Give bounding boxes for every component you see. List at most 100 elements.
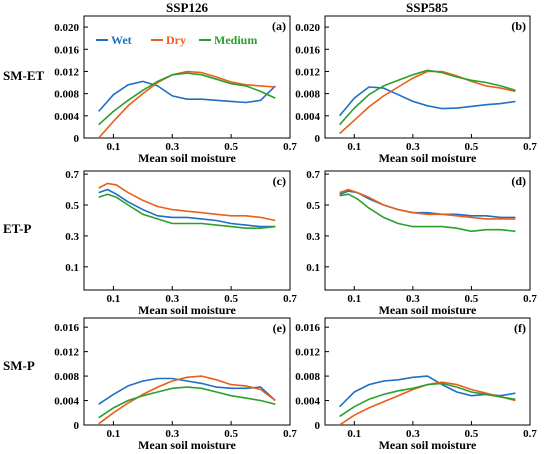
y-tick-label: 0.012 bbox=[54, 347, 79, 359]
y-tick-label: 0.008 bbox=[54, 89, 79, 101]
series-line-medium bbox=[339, 382, 516, 418]
y-tick-label: 0.008 bbox=[54, 371, 79, 383]
plot-frame bbox=[83, 170, 291, 291]
series-line-dry bbox=[98, 375, 276, 425]
y-tick-label: 0 bbox=[315, 420, 321, 432]
y-tick-label: 0.016 bbox=[295, 44, 320, 56]
y-tick-label: 0.012 bbox=[54, 66, 79, 78]
y-tick-label: 0.004 bbox=[295, 396, 320, 408]
x-tick-label: 0.7 bbox=[283, 293, 297, 305]
panel-label: (c) bbox=[273, 174, 286, 188]
y-tick-label: 0.004 bbox=[54, 396, 79, 408]
legend-label-medium: Medium bbox=[214, 33, 257, 47]
series-line-dry bbox=[339, 188, 516, 220]
series-line-wet bbox=[98, 80, 276, 112]
x-tick-label: 0.1 bbox=[107, 293, 121, 305]
series-line-medium bbox=[98, 72, 276, 126]
plot-frame bbox=[324, 15, 531, 139]
x-axis-label: Mean soil moisture bbox=[379, 151, 477, 165]
x-axis-label: Mean soil moisture bbox=[379, 303, 477, 317]
series-line-dry bbox=[98, 70, 276, 138]
x-tick-label: 0.3 bbox=[165, 428, 179, 440]
x-axis-label: Mean soil moisture bbox=[138, 151, 236, 165]
y-tick-label: 0.016 bbox=[295, 322, 320, 334]
series-line-dry bbox=[339, 381, 516, 425]
x-tick-label: 0.1 bbox=[107, 428, 121, 440]
series-line-wet bbox=[98, 377, 276, 405]
y-tick-label: 0.1 bbox=[65, 262, 79, 274]
panel-d: 0.1 0.3 0.5 0.7 Mean soil moisture 0.1 0.3 0.5 0… bbox=[306, 169, 537, 317]
x-tick-label: 0.7 bbox=[283, 428, 297, 440]
y-tick-label: 0.3 bbox=[306, 231, 320, 243]
y-tick-label: 0.016 bbox=[54, 44, 79, 56]
series-line-wet bbox=[339, 190, 516, 219]
y-tick-label: 0 bbox=[74, 133, 80, 145]
series-line-wet bbox=[338, 86, 516, 117]
x-tick-label: 0.3 bbox=[406, 293, 420, 305]
y-tick-label: 0 bbox=[74, 420, 80, 432]
x-tick-label: 0.5 bbox=[465, 141, 479, 153]
row-label-sm-et: SM-ET bbox=[3, 68, 45, 83]
x-tick-label: 0.7 bbox=[523, 293, 537, 305]
x-tick-label: 0.5 bbox=[465, 428, 479, 440]
x-axis-label: Mean soil moisture bbox=[138, 438, 236, 452]
x-tick-label: 0.3 bbox=[406, 141, 420, 153]
y-tick-label: 0.004 bbox=[295, 111, 320, 123]
x-tick-label: 0.1 bbox=[347, 428, 361, 440]
series-line-dry bbox=[339, 70, 516, 135]
y-tick-label: 0.012 bbox=[295, 66, 320, 78]
y-tick-label: 0.7 bbox=[306, 169, 320, 181]
y-tick-label: 0.020 bbox=[295, 22, 320, 34]
plot-frame bbox=[324, 317, 531, 426]
y-tick-label: 0.008 bbox=[295, 371, 320, 383]
y-tick-label: 0.5 bbox=[65, 200, 79, 212]
y-tick-label: 0 bbox=[315, 133, 321, 145]
x-tick-label: 0.5 bbox=[224, 428, 238, 440]
panel-e: 0.1 0.3 0.5 0.7 Mean soil moisture 0 0.004 0.00… bbox=[54, 317, 297, 452]
panel-f: 0.1 0.3 0.5 0.7 Mean soil moisture 0 0.004 0.00… bbox=[295, 317, 537, 452]
legend-label-wet: Wet bbox=[111, 33, 132, 47]
series-line-dry bbox=[98, 182, 276, 222]
x-tick-label: 0.1 bbox=[347, 293, 361, 305]
legend: Wet Dry Medium bbox=[96, 33, 257, 47]
y-tick-label: 0.5 bbox=[306, 200, 320, 212]
panel-c: 0.1 0.3 0.5 0.7 Mean soil moisture 0.1 0.3 0.5 0… bbox=[65, 169, 297, 317]
y-tick-label: 0.7 bbox=[65, 169, 79, 181]
series-line-medium bbox=[98, 193, 276, 229]
y-tick-label: 0.008 bbox=[295, 89, 320, 101]
panel-b: 0.1 0.3 0.5 0.7 Mean soil moisture 0 0.004 0.00… bbox=[295, 15, 537, 165]
plot-frame bbox=[83, 317, 291, 426]
panel-label: (a) bbox=[272, 19, 286, 33]
panel-label: (b) bbox=[511, 19, 526, 33]
x-tick-label: 0.7 bbox=[283, 141, 297, 153]
panel-label: (e) bbox=[273, 321, 286, 335]
plot-frame bbox=[83, 15, 291, 139]
x-tick-label: 0.3 bbox=[165, 141, 179, 153]
row-label-sm-p: SM-P bbox=[3, 358, 35, 373]
x-tick-label: 0.7 bbox=[523, 428, 537, 440]
panel-label: (f) bbox=[514, 321, 526, 335]
y-tick-label: 0.016 bbox=[54, 322, 79, 334]
x-tick-label: 0.1 bbox=[107, 141, 121, 153]
x-tick-label: 0.1 bbox=[347, 141, 361, 153]
x-axis-label: Mean soil moisture bbox=[379, 438, 477, 452]
series-line-wet bbox=[339, 375, 516, 408]
plot-frame bbox=[324, 170, 531, 291]
series-line-medium bbox=[339, 69, 516, 126]
x-axis-label: Mean soil moisture bbox=[138, 303, 236, 317]
x-tick-label: 0.5 bbox=[465, 293, 479, 305]
series-line-medium bbox=[339, 193, 516, 233]
x-tick-label: 0.3 bbox=[165, 293, 179, 305]
panel-a: 0.1 0.3 0.5 0.7 Mean soil moisture 0 0.004 0.00… bbox=[54, 15, 297, 165]
y-tick-label: 0.1 bbox=[306, 262, 320, 274]
x-tick-label: 0.5 bbox=[224, 293, 238, 305]
panel-label: (d) bbox=[511, 174, 526, 188]
y-tick-label: 0.004 bbox=[54, 111, 79, 123]
y-tick-label: 0.012 bbox=[295, 347, 320, 359]
series-line-wet bbox=[98, 188, 276, 228]
series-line-medium bbox=[98, 386, 276, 419]
x-tick-label: 0.5 bbox=[224, 141, 238, 153]
legend-label-dry: Dry bbox=[166, 33, 186, 47]
column-title-ssp126: SSP126 bbox=[166, 0, 208, 15]
